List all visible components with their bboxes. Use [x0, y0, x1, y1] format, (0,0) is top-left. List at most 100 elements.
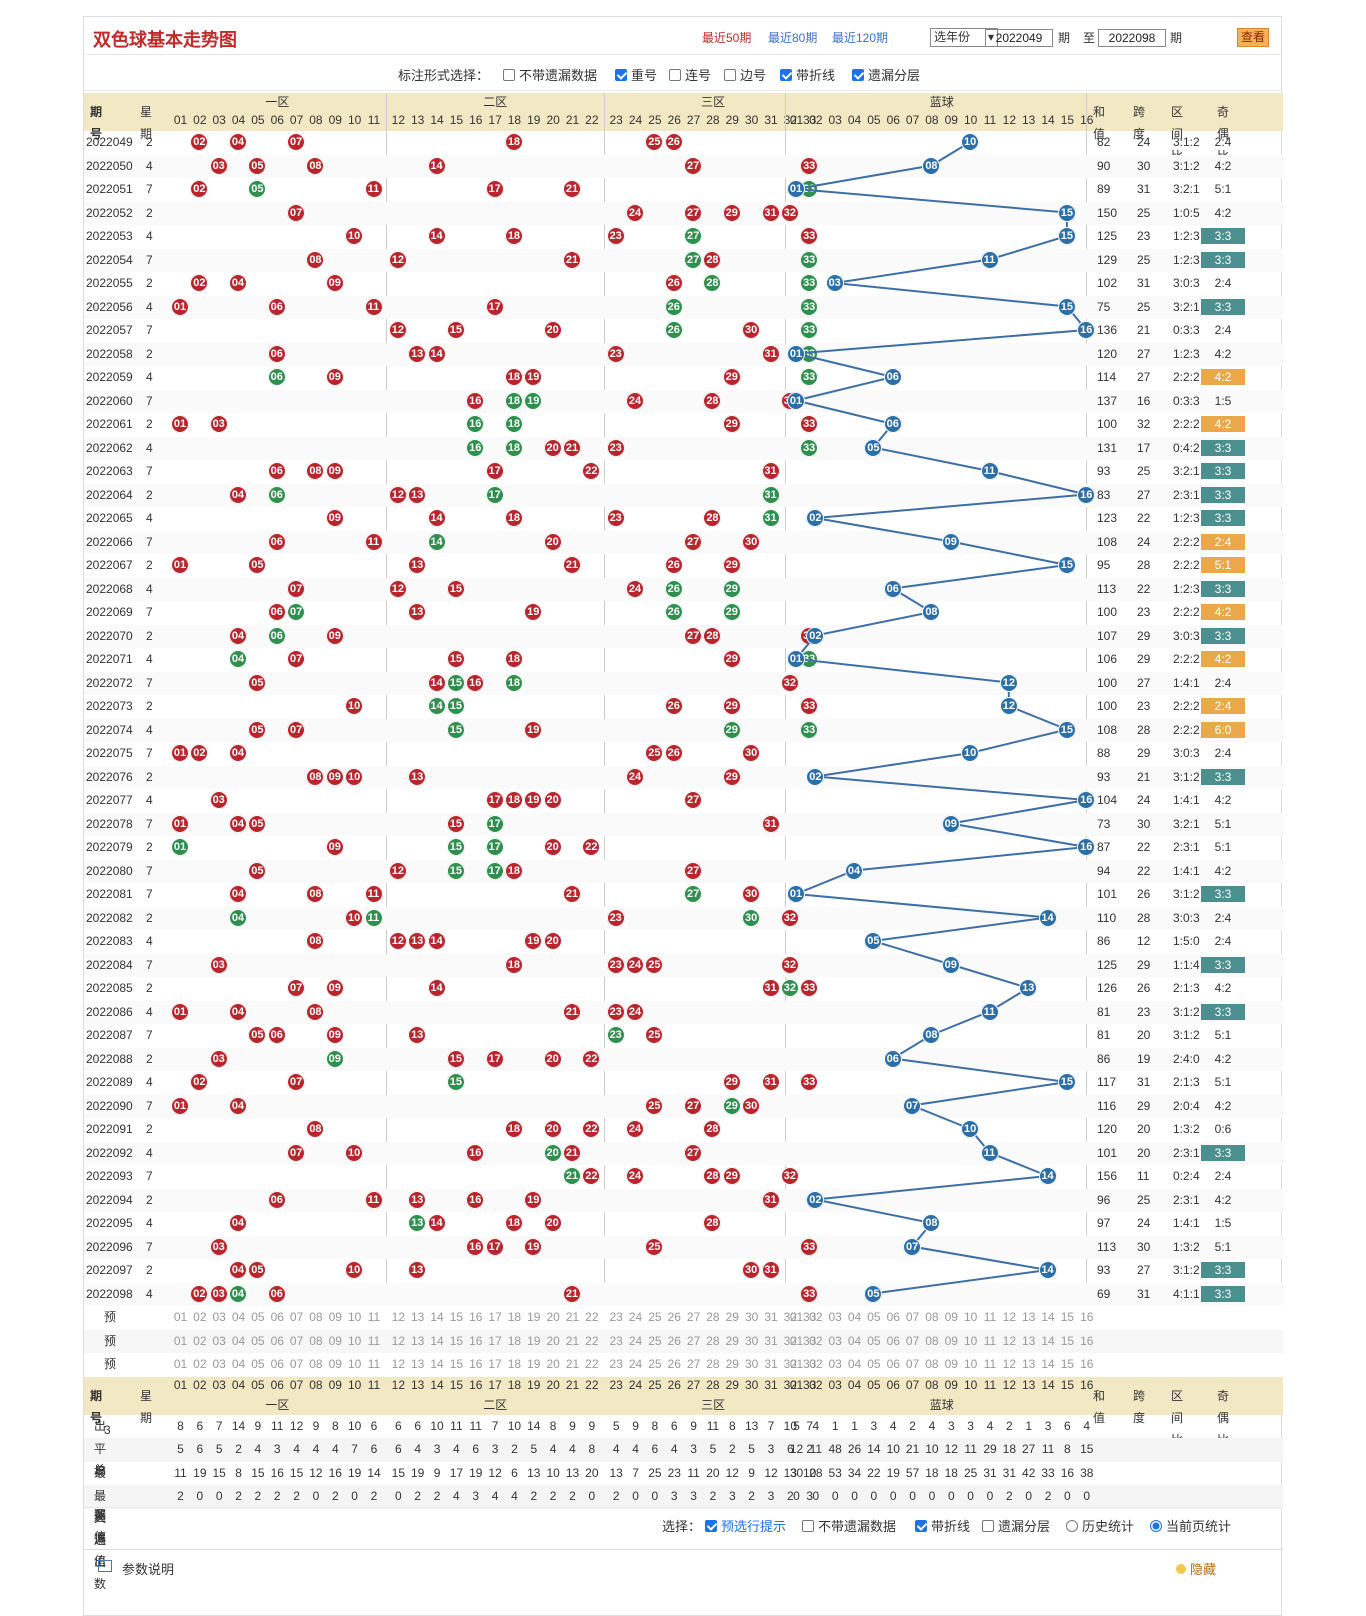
- bottom-option-4[interactable]: 历史统计: [1066, 1516, 1134, 1535]
- preselect-red-cell[interactable]: 02: [193, 1333, 207, 1348]
- preselect-blue-cell[interactable]: 06: [886, 1357, 900, 1371]
- preselect-red-cell[interactable]: 23: [609, 1310, 623, 1324]
- preselect-blue-cell[interactable]: 12: [1002, 1310, 1017, 1324]
- preselect-blue-cell[interactable]: 12: [1002, 1333, 1017, 1348]
- preselect-blue-cell[interactable]: 11: [983, 1310, 997, 1324]
- preselect-blue-cell[interactable]: 02: [809, 1310, 823, 1324]
- preselect-blue-cell[interactable]: 16: [1080, 1357, 1094, 1371]
- preselect-red-cell[interactable]: 28: [706, 1357, 720, 1371]
- preselect-red-cell[interactable]: 03: [212, 1357, 226, 1371]
- preselect-red-cell[interactable]: 33: [803, 1357, 817, 1371]
- checkbox-icon[interactable]: [669, 68, 681, 81]
- preselect-red-cell[interactable]: 31: [764, 1357, 778, 1371]
- preselect-red-cell[interactable]: 07: [289, 1357, 304, 1371]
- preselect-red-cell[interactable]: 10: [347, 1357, 362, 1371]
- preselect-blue-cell[interactable]: 03: [828, 1357, 842, 1371]
- preselect-red-cell[interactable]: 27: [686, 1310, 701, 1324]
- preselect-red-cell[interactable]: 18: [507, 1333, 522, 1348]
- preselect-red-cell[interactable]: 29: [725, 1333, 739, 1348]
- preselect-blue-cell[interactable]: 08: [925, 1357, 939, 1371]
- option-2[interactable]: 连号: [669, 65, 711, 84]
- preselect-red-cell[interactable]: 09: [328, 1357, 342, 1371]
- preselect-blue-cell[interactable]: 07: [905, 1333, 920, 1348]
- preselect-blue-cell[interactable]: 05: [867, 1333, 881, 1348]
- preselect-red-cell[interactable]: 01: [173, 1357, 188, 1371]
- hide-link[interactable]: 隐藏: [1176, 1559, 1216, 1578]
- option-1[interactable]: 重号: [615, 65, 657, 84]
- preselect-blue-cell[interactable]: 10: [963, 1310, 978, 1324]
- preselect-red-cell[interactable]: 25: [648, 1333, 662, 1348]
- preselect-red-cell[interactable]: 27: [686, 1333, 701, 1348]
- preselect-red-cell[interactable]: 14: [430, 1333, 444, 1348]
- preselect-red-cell[interactable]: 31: [764, 1310, 778, 1324]
- option-4[interactable]: 带折线: [780, 65, 835, 84]
- preselect-red-cell[interactable]: 16: [469, 1357, 483, 1371]
- preselect-red-cell[interactable]: 03: [212, 1333, 226, 1348]
- preselect-blue-cell[interactable]: 08: [925, 1310, 939, 1324]
- preselect-blue-cell[interactable]: 02: [809, 1357, 823, 1371]
- preselect-red-cell[interactable]: 20: [546, 1310, 560, 1324]
- preselect-red-cell[interactable]: 17: [488, 1310, 502, 1324]
- preselect-blue-cell[interactable]: 04: [847, 1333, 862, 1348]
- radio-icon[interactable]: [1150, 1519, 1162, 1532]
- preselect-red-cell[interactable]: 31: [764, 1333, 778, 1348]
- preselect-red-cell[interactable]: 13: [411, 1310, 425, 1324]
- preselect-red-cell[interactable]: 15: [449, 1333, 464, 1348]
- preselect-blue-cell[interactable]: 13: [1022, 1333, 1036, 1348]
- recent-50-button[interactable]: 最近50期: [702, 31, 752, 45]
- preselect-blue-cell[interactable]: 01: [789, 1333, 804, 1348]
- preselect-red-cell[interactable]: 26: [667, 1310, 681, 1324]
- preselect-red-cell[interactable]: 06: [270, 1357, 284, 1371]
- bottom-option-0[interactable]: 预选行提示: [705, 1516, 786, 1535]
- preselect-red-cell[interactable]: 16: [469, 1333, 483, 1348]
- preselect-red-cell[interactable]: 18: [507, 1310, 522, 1324]
- preselect-blue-cell[interactable]: 13: [1022, 1310, 1036, 1324]
- preselect-blue-cell[interactable]: 05: [867, 1357, 881, 1371]
- preselect-blue-cell[interactable]: 09: [944, 1310, 958, 1324]
- preselect-red-cell[interactable]: 14: [430, 1357, 444, 1371]
- preselect-blue-cell[interactable]: 09: [944, 1357, 958, 1371]
- option-0[interactable]: 不带遗漏数据: [503, 65, 597, 84]
- preselect-red-cell[interactable]: 12: [391, 1333, 406, 1348]
- preselect-blue-cell[interactable]: 15: [1060, 1310, 1075, 1324]
- checkbox-icon[interactable]: [852, 68, 864, 81]
- preselect-red-cell[interactable]: 11: [367, 1310, 381, 1324]
- preselect-red-cell[interactable]: 09: [328, 1310, 342, 1324]
- preselect-red-cell[interactable]: 28: [706, 1333, 720, 1348]
- preselect-blue-cell[interactable]: 14: [1041, 1310, 1055, 1324]
- bottom-option-1[interactable]: 不带遗漏数据: [802, 1516, 896, 1535]
- preselect-red-cell[interactable]: 24: [628, 1357, 643, 1371]
- option-3[interactable]: 边号: [724, 65, 766, 84]
- preselect-red-cell[interactable]: 07: [289, 1333, 304, 1348]
- preselect-blue-cell[interactable]: 01: [789, 1310, 804, 1324]
- preselect-blue-cell[interactable]: 04: [847, 1357, 862, 1371]
- bottom-option-5[interactable]: 当前页统计: [1150, 1516, 1231, 1535]
- preselect-blue-cell[interactable]: 03: [828, 1310, 842, 1324]
- preselect-red-cell[interactable]: 02: [193, 1357, 207, 1371]
- preselect-red-cell[interactable]: 08: [309, 1357, 323, 1371]
- recent-80-button[interactable]: 最近80期: [768, 31, 818, 45]
- preselect-red-cell[interactable]: 24: [628, 1333, 643, 1348]
- view-button[interactable]: 查看: [1237, 28, 1269, 47]
- preselect-blue-cell[interactable]: 15: [1060, 1333, 1075, 1348]
- preselect-blue-cell[interactable]: 02: [809, 1333, 823, 1348]
- checkbox-icon[interactable]: [780, 68, 792, 81]
- bottom-option-3[interactable]: 遗漏分层: [982, 1516, 1050, 1535]
- preselect-red-cell[interactable]: 11: [367, 1333, 381, 1348]
- preselect-blue-cell[interactable]: 16: [1080, 1333, 1094, 1348]
- preselect-red-cell[interactable]: 30: [744, 1357, 759, 1371]
- preselect-red-cell[interactable]: 19: [527, 1333, 541, 1348]
- preselect-red-cell[interactable]: 21: [565, 1357, 580, 1371]
- preselect-red-cell[interactable]: 22: [585, 1333, 599, 1348]
- preselect-red-cell[interactable]: 19: [527, 1310, 541, 1324]
- preselect-red-cell[interactable]: 18: [507, 1357, 522, 1371]
- preselect-red-cell[interactable]: 29: [725, 1310, 739, 1324]
- preselect-red-cell[interactable]: 17: [488, 1333, 502, 1348]
- checkbox-icon[interactable]: [982, 1519, 994, 1532]
- preselect-red-cell[interactable]: 32: [783, 1310, 798, 1324]
- preselect-red-cell[interactable]: 07: [289, 1310, 304, 1324]
- checkbox-icon[interactable]: [724, 68, 736, 81]
- radio-icon[interactable]: [1066, 1519, 1078, 1532]
- checkbox-icon[interactable]: [705, 1519, 717, 1532]
- preselect-red-cell[interactable]: 11: [367, 1357, 381, 1371]
